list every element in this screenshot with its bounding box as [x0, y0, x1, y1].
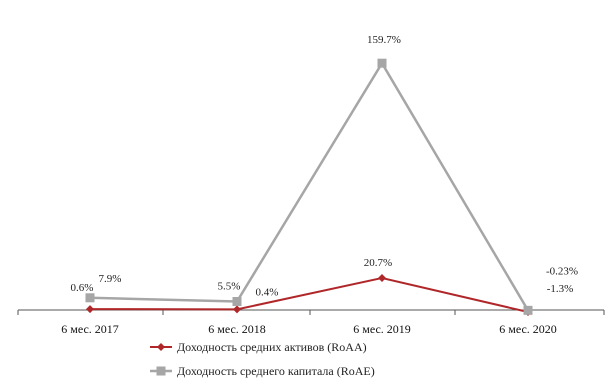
data-label: 0.6% [71, 282, 94, 294]
data-label: 0.4% [256, 286, 279, 298]
legend: Доходность средних активов (RoAA) Доходно… [150, 340, 375, 378]
x-tick-label: 6 мес. 2019 [353, 322, 411, 336]
legend-marker-diamond [157, 343, 165, 351]
legend-marker-square [156, 366, 166, 376]
data-point-roae [232, 297, 242, 306]
data-label: 7.9% [99, 273, 122, 285]
series-line-roaa [89, 276, 529, 313]
data-point-roae [377, 58, 387, 68]
data-label: 159.7% [367, 34, 401, 46]
x-axis [17, 309, 605, 315]
data-point-roaa [233, 305, 241, 314]
x-tick-label: 6 мес. 2018 [208, 322, 266, 336]
data-label: 20.7% [364, 257, 392, 269]
data-point-roaa [86, 305, 94, 314]
legend-item: Доходность среднего капитала (RoAE) [150, 364, 375, 378]
legend-label: Доходность средних активов (RoAA) [177, 340, 367, 354]
x-tick-label: 6 мес. 2020 [499, 322, 557, 336]
data-labels: 0.6% 0.4% 20.7% -1.3% 7.9% 5.5% 159.7% -0.23% [71, 34, 579, 298]
data-point-roae [85, 293, 95, 303]
data-label: 5.5% [218, 281, 241, 293]
data-point-roaa [378, 274, 386, 283]
legend-label: Доходность среднего капитала (RoAE) [177, 364, 375, 378]
data-label: -0.23% [546, 265, 578, 277]
x-tick-label: 6 мес. 2017 [61, 322, 119, 336]
plot-area [85, 58, 533, 317]
data-label: -1.3% [547, 283, 574, 295]
data-point-roae [523, 305, 533, 315]
x-tick-labels: 6 мес. 2017 6 мес. 2018 6 мес. 2019 6 мес. … [61, 322, 557, 336]
series-line-roae [89, 60, 530, 311]
legend-item: Доходность средних активов (RoAA) [150, 340, 367, 354]
